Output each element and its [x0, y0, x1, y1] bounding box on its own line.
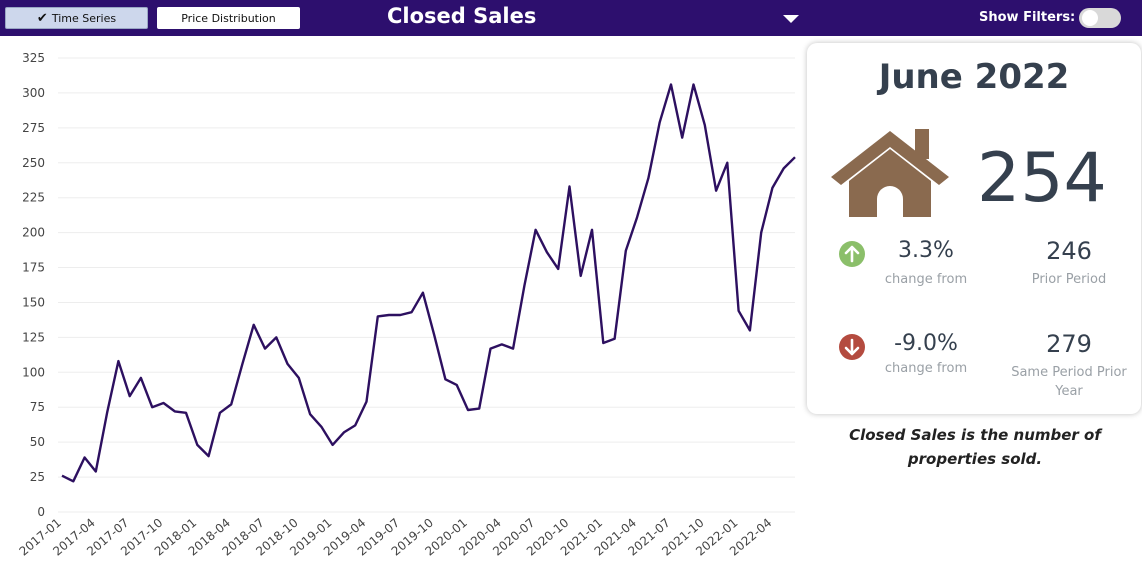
- y-tick-label: 300: [22, 86, 45, 100]
- y-tick-label: 50: [30, 435, 45, 449]
- closed-sales-line-chart: 0 25 50 75 100 125 150 175 200 225 250 275 300 325 20…: [17, 51, 796, 559]
- change-prior-period-label: change from: [884, 272, 968, 287]
- y-tick-label: 150: [22, 295, 45, 309]
- house-icon: [831, 129, 949, 217]
- metric-definition-note: Closed Sales is the number of properties…: [849, 426, 1101, 468]
- period-title: June 2022: [878, 57, 1070, 97]
- y-tick-label: 125: [22, 330, 45, 344]
- closed-sales-value: 254: [977, 139, 1107, 218]
- y-tick-label: 200: [22, 226, 45, 240]
- summary-card: June 2022 254 3.3% change from 246 Prior…: [807, 43, 1141, 414]
- tab-time-series-label: Time Series: [51, 11, 117, 25]
- arrow-up-icon: [839, 241, 865, 267]
- y-tick-label: 25: [30, 470, 45, 484]
- y-tick-label: 325: [22, 51, 45, 65]
- y-tick-label: 250: [22, 156, 45, 170]
- tab-price-distribution-label: Price Distribution: [181, 11, 276, 25]
- change-prior-year-label: change from: [884, 361, 968, 376]
- closed-sales-series-line: [61, 83, 796, 483]
- show-filters-toggle[interactable]: [1079, 8, 1121, 28]
- prior-year-label: Same Period Prior Year: [1011, 365, 1127, 399]
- toggle-knob: [1082, 10, 1098, 26]
- metric-title: Closed Sales: [387, 4, 537, 28]
- prior-period-label: Prior Period: [1031, 272, 1107, 287]
- y-tick-label: 275: [22, 121, 45, 135]
- show-filters-label: Show Filters:: [979, 10, 1076, 25]
- change-prior-year-pct: -9.0%: [894, 331, 958, 356]
- prior-period-value: 246: [1046, 237, 1092, 265]
- y-axis: 0 25 50 75 100 125 150 175 200 225 250 275 300 325: [22, 51, 45, 519]
- tab-time-series[interactable]: ✔ Time Series: [5, 7, 148, 29]
- y-tick-label: 175: [22, 261, 45, 275]
- change-prior-period-pct: 3.3%: [898, 238, 954, 263]
- y-tick-label: 100: [22, 365, 45, 379]
- y-tick-label: 225: [22, 191, 45, 205]
- metric-dropdown-caret-icon[interactable]: [783, 15, 799, 23]
- top-bar: ✔ Time Series Price Distribution Closed …: [0, 0, 1142, 36]
- y-tick-label: 75: [30, 400, 45, 414]
- tab-price-distribution[interactable]: Price Distribution: [157, 7, 300, 29]
- x-axis: 2017-012017-042017-072017-102018-012018-…: [17, 516, 775, 559]
- prior-year-value: 279: [1046, 330, 1092, 358]
- y-tick-label: 0: [37, 505, 45, 519]
- arrow-down-icon: [839, 334, 865, 360]
- checkmark-icon: ✔: [36, 10, 48, 26]
